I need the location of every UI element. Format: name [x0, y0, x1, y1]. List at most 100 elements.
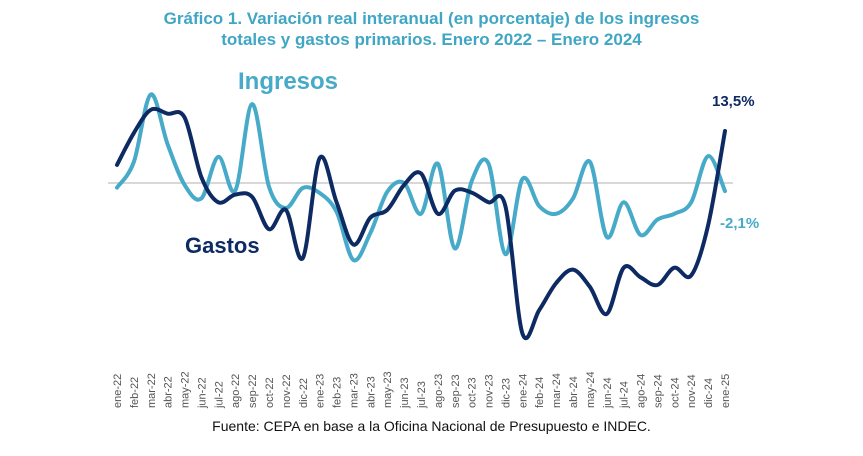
data-point-gastos: [385, 208, 389, 212]
data-point-gastos: [233, 193, 237, 197]
data-point-ingresos: [368, 231, 372, 235]
x-tick-label: ene-22: [112, 374, 124, 408]
data-point-ingresos: [571, 196, 575, 200]
data-point-gastos: [368, 216, 372, 220]
x-tick-label: oct-22: [264, 377, 276, 408]
data-point-ingresos: [588, 160, 592, 164]
x-tick-label: jul-23: [416, 381, 428, 409]
data-point-gastos: [470, 191, 474, 195]
data-point-gastos: [436, 212, 440, 216]
data-point-ingresos: [233, 189, 237, 193]
data-point-ingresos: [318, 191, 322, 195]
data-point-ingresos: [487, 162, 491, 166]
data-point-gastos: [216, 200, 220, 204]
x-tick-label: nov-22: [281, 374, 293, 408]
x-tick-label: sep-24: [652, 374, 664, 408]
data-point-gastos: [453, 189, 457, 193]
data-point-gastos: [639, 275, 643, 279]
data-point-gastos: [199, 175, 203, 179]
data-point-gastos: [537, 308, 541, 312]
data-point-gastos: [487, 200, 491, 204]
data-point-ingresos: [672, 212, 676, 216]
x-tick-label: nov-23: [484, 374, 496, 408]
data-point-ingresos: [301, 186, 305, 190]
x-tick-label: oct-24: [669, 377, 681, 408]
data-point-gastos: [301, 256, 305, 260]
x-tick-label: may-24: [585, 371, 597, 408]
data-point-ingresos: [689, 200, 693, 204]
x-tick-label: ago-23: [433, 374, 445, 408]
end-label-ingresos: -2,1%: [720, 215, 759, 232]
series-label-ingresos: Ingresos: [238, 68, 338, 95]
data-point-gastos: [351, 243, 355, 247]
data-point-ingresos: [183, 183, 187, 187]
x-tick-label: may-23: [382, 371, 394, 408]
x-tick-label: ene-25: [720, 374, 732, 408]
data-point-gastos: [554, 281, 558, 285]
data-point-gastos: [115, 163, 119, 167]
x-tick-label: oct-23: [467, 377, 479, 408]
x-tick-label: ene-23: [315, 374, 327, 408]
data-point-gastos: [166, 112, 170, 116]
data-point-gastos: [267, 227, 271, 231]
x-tick-label: jul-24: [619, 381, 631, 409]
data-point-ingresos: [166, 143, 170, 147]
series-line-gastos: [115, 106, 727, 341]
data-point-ingresos: [351, 258, 355, 262]
data-point-gastos: [318, 156, 322, 160]
data-point-ingresos: [554, 212, 558, 216]
chart-source: Fuente: CEPA en base a la Oficina Nacion…: [212, 418, 651, 434]
data-point-ingresos: [115, 186, 119, 190]
x-tick-label: sep-22: [247, 374, 259, 408]
data-point-gastos: [605, 312, 609, 316]
data-point-ingresos: [605, 235, 609, 239]
x-tick-label: ene-24: [517, 374, 529, 408]
data-point-ingresos: [503, 252, 507, 256]
data-point-gastos: [588, 285, 592, 289]
data-point-ingresos: [250, 102, 254, 106]
data-point-gastos: [503, 204, 507, 208]
x-tick-label: mar-23: [348, 373, 360, 408]
data-point-gastos: [655, 283, 659, 287]
chart-title-line-2: totales y gastos primarios. Enero 2022 –…: [221, 30, 642, 49]
x-tick-label: abr-23: [365, 376, 377, 408]
series-line-ingresos: [115, 92, 727, 263]
data-point-ingresos: [267, 185, 271, 189]
data-point-gastos: [672, 266, 676, 270]
x-tick-label: jun-22: [196, 377, 208, 409]
data-point-ingresos: [537, 204, 541, 208]
data-point-ingresos: [419, 212, 423, 216]
data-point-gastos: [520, 331, 524, 335]
x-axis-ticks: ene-22 feb-22 mar-22 abr-22 may-22 jun-22 jul-…: [112, 371, 732, 409]
data-point-ingresos: [385, 190, 389, 194]
data-point-ingresos: [149, 92, 153, 96]
end-label-gastos: 13,5%: [712, 93, 755, 110]
data-point-gastos: [402, 183, 406, 187]
data-point-ingresos: [470, 179, 474, 183]
x-tick-label: ago-22: [230, 374, 242, 408]
x-tick-label: jun-24: [602, 377, 614, 409]
x-tick-label: ago-24: [636, 374, 648, 408]
data-point-ingresos: [723, 189, 727, 193]
x-tick-label: mar-24: [551, 373, 563, 408]
data-point-ingresos: [520, 177, 524, 181]
x-tick-label: feb-22: [129, 377, 141, 408]
x-tick-label: feb-23: [332, 377, 344, 408]
x-tick-label: sep-23: [450, 374, 462, 408]
x-tick-label: mar-22: [146, 373, 158, 408]
data-point-gastos: [183, 116, 187, 120]
data-point-gastos: [335, 200, 339, 204]
x-tick-label: may-22: [180, 371, 192, 408]
data-point-gastos: [571, 268, 575, 272]
chart-title-line-1: Gráfico 1. Variación real interanual (en…: [163, 9, 700, 28]
x-tick-label: nov-24: [686, 374, 698, 408]
x-tick-label: jul-22: [213, 381, 225, 409]
chart-title: Gráfico 1. Variación real interanual (en…: [0, 8, 863, 50]
data-point-ingresos: [132, 160, 136, 164]
data-point-gastos: [132, 131, 136, 135]
data-point-ingresos: [706, 154, 710, 158]
data-point-gastos: [622, 266, 626, 270]
data-point-ingresos: [639, 233, 643, 237]
data-point-gastos: [419, 171, 423, 175]
